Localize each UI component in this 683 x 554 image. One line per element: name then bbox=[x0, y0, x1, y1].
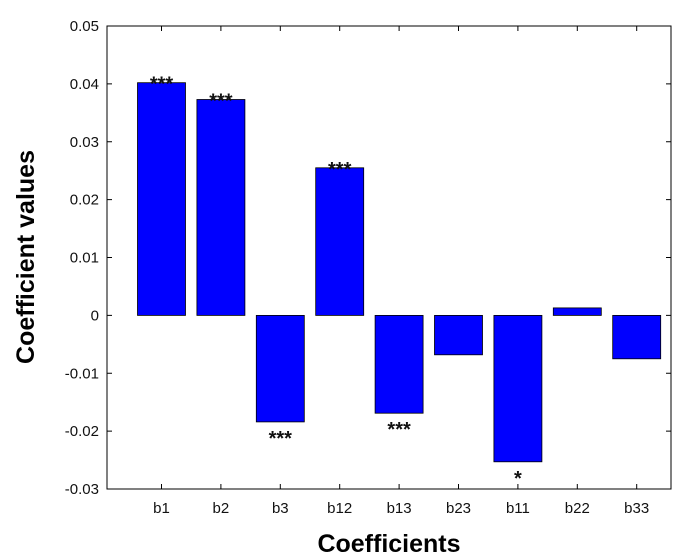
significance-label-b1: *** bbox=[150, 74, 174, 96]
y-tick-label-7: -0.02 bbox=[65, 423, 99, 440]
x-tick-label-b12: b12 bbox=[327, 500, 352, 517]
bar-b11 bbox=[493, 314, 543, 463]
x-tick-label-b2: b2 bbox=[213, 500, 230, 517]
y-tick-label-1: 0.04 bbox=[70, 76, 99, 93]
x-tick-label-b33: b33 bbox=[624, 500, 649, 517]
x-tick-label-b3: b3 bbox=[272, 500, 289, 517]
bar-b23 bbox=[434, 314, 483, 356]
bar-b2 bbox=[196, 99, 246, 316]
bar-b1 bbox=[137, 82, 186, 316]
y-tick-label-4: 0.01 bbox=[70, 250, 99, 267]
y-ticks-group: 0.05 0.04 0.03 0.02 0.01 0 -0.01 -0.02 -0.03 bbox=[65, 18, 671, 498]
y-tick-label-3: 0.02 bbox=[70, 192, 99, 209]
y-axis-title: Coefficient values bbox=[12, 150, 40, 364]
significance-label-b2: *** bbox=[209, 91, 233, 113]
bar-b22 bbox=[552, 307, 602, 316]
significance-label-b3: *** bbox=[269, 428, 293, 450]
bars-group bbox=[137, 82, 662, 463]
significance-label-b12: *** bbox=[328, 159, 352, 181]
x-tick-label-b23: b23 bbox=[446, 500, 471, 517]
x-tick-label-b22: b22 bbox=[565, 500, 590, 517]
bar-b13 bbox=[374, 314, 424, 414]
significance-label-b13: *** bbox=[387, 419, 411, 441]
x-tick-label-b1: b1 bbox=[153, 500, 170, 517]
x-tick-label-b11: b11 bbox=[506, 500, 530, 517]
y-tick-label-6: -0.01 bbox=[65, 365, 99, 382]
x-axis-title: Coefficients bbox=[317, 530, 460, 554]
x-tick-label-b13: b13 bbox=[387, 500, 412, 517]
y-tick-label-8: -0.03 bbox=[65, 481, 99, 498]
significance-labels-group: **************** bbox=[150, 74, 522, 490]
y-tick-label-5: 0 bbox=[91, 307, 99, 324]
bar-b12 bbox=[315, 167, 365, 316]
significance-label-b11: * bbox=[514, 468, 522, 490]
y-tick-label-0: 0.05 bbox=[70, 18, 99, 35]
bar-b33 bbox=[612, 314, 662, 360]
x-ticks-group: b1 b2 b3 b12 b13 b23 b11 b22 b33 bbox=[153, 26, 649, 517]
y-tick-label-2: 0.03 bbox=[70, 134, 99, 151]
bar-b3 bbox=[255, 314, 305, 423]
